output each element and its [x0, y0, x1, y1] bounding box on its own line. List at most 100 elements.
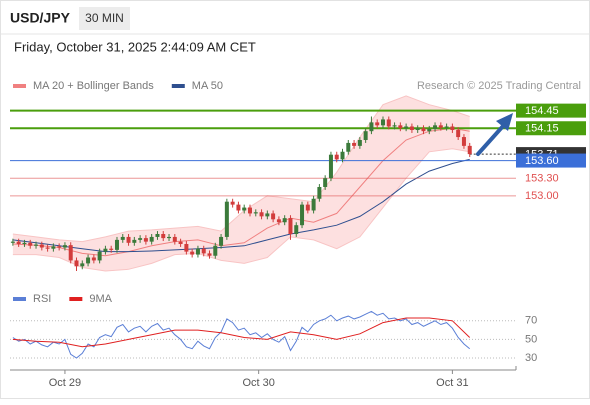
candle-body — [340, 151, 345, 160]
bollinger-band — [12, 95, 470, 272]
candle-body — [80, 263, 85, 267]
candle-body — [271, 213, 276, 220]
candle-body — [62, 245, 67, 248]
candle-body — [132, 239, 137, 243]
candle-body — [415, 128, 420, 131]
candle-body — [224, 201, 229, 237]
forecast-arrowhead — [496, 113, 513, 131]
candle-body — [421, 128, 426, 132]
candle-body — [392, 125, 397, 127]
x-tick-label: Oct 30 — [242, 377, 274, 389]
candle-body — [22, 242, 27, 244]
candle-body — [282, 218, 287, 223]
candle-body — [120, 236, 125, 240]
candle-body — [138, 238, 143, 240]
candle-body — [380, 119, 385, 126]
candle-body — [86, 257, 91, 264]
candle-body — [294, 225, 299, 234]
legend-label: MA 50 — [192, 80, 223, 92]
indicator-line — [12, 317, 471, 348]
candle-body — [184, 243, 189, 252]
candle-body — [288, 218, 293, 234]
candle-body — [265, 213, 270, 217]
level-label: 153.00 — [525, 190, 559, 202]
candle-body — [438, 125, 443, 128]
candle-body — [57, 246, 62, 248]
candle-body — [114, 239, 119, 250]
y-tick-label: 30 — [525, 352, 537, 364]
level-label: 153.60 — [525, 155, 559, 167]
candle-body — [450, 126, 455, 131]
candle-body — [207, 253, 212, 256]
candle-body — [242, 207, 247, 211]
candle-body — [91, 257, 96, 261]
candle-body — [190, 251, 195, 255]
candle-body — [201, 248, 206, 254]
candle-body — [444, 126, 449, 128]
candle-body — [195, 248, 200, 255]
level-label: 154.45 — [525, 105, 559, 117]
symbol: USD/JPY — [10, 10, 71, 26]
candle-body — [427, 128, 432, 132]
candle-body — [161, 234, 166, 239]
candle-body — [456, 130, 461, 138]
candle-body — [230, 201, 235, 205]
candle-body — [461, 137, 466, 146]
candle-body — [167, 236, 172, 239]
candle-body — [253, 212, 258, 214]
candle-body — [126, 236, 131, 243]
candle-body — [213, 245, 218, 256]
candle-body — [219, 236, 224, 246]
level-box — [516, 121, 586, 136]
candle-body — [45, 247, 50, 249]
x-tick-label: Oct 31 — [436, 377, 468, 389]
x-tick-label: Oct 29 — [49, 377, 81, 389]
level-label: 153.30 — [525, 173, 559, 185]
indicator-line — [12, 310, 471, 359]
legend-label: MA 20 + Bollinger Bands — [33, 80, 154, 92]
candle-body — [10, 241, 15, 243]
candle-body — [409, 126, 414, 131]
candle-body — [276, 219, 281, 223]
legend-label: RSI — [33, 293, 51, 305]
candle-body — [334, 154, 339, 160]
candle-body — [247, 207, 252, 214]
timeframe[interactable]: 30 MIN — [85, 11, 124, 25]
candle-body — [317, 187, 322, 199]
candle-body — [172, 236, 177, 242]
candle-body — [404, 126, 409, 129]
candle-body — [39, 244, 44, 248]
candle-body — [467, 145, 472, 155]
candle-body — [68, 245, 73, 261]
band-lower — [12, 148, 470, 272]
candle-body — [300, 204, 305, 226]
level-box — [516, 153, 586, 168]
candle-body — [311, 198, 316, 211]
candle-body — [236, 204, 241, 211]
copyright: Research © 2025 Trading Central — [417, 80, 581, 92]
y-tick-label: 70 — [525, 315, 537, 327]
candle-body — [103, 248, 108, 252]
timeframe-box[interactable] — [79, 7, 130, 30]
candle-body — [34, 244, 39, 246]
candle-body — [28, 242, 33, 246]
candle-body — [369, 122, 374, 132]
legend-label: 9MA — [89, 293, 112, 305]
timestamp: Friday, October 31, 2025 2:44:09 AM CET — [14, 39, 256, 54]
candle-body — [178, 241, 183, 244]
candle-body — [143, 238, 148, 242]
candle-body — [74, 260, 79, 267]
level-label: 154.15 — [525, 123, 559, 135]
candle-body — [259, 212, 264, 217]
candle-body — [346, 142, 351, 152]
candle-body — [155, 234, 160, 237]
candle-body — [149, 236, 154, 242]
candle-body — [323, 178, 328, 187]
y-tick-label: 50 — [525, 333, 537, 345]
candle-body — [97, 251, 102, 261]
level-box — [516, 103, 586, 118]
candle-body — [16, 241, 21, 244]
candle-body — [109, 248, 114, 250]
candle-body — [51, 246, 56, 249]
